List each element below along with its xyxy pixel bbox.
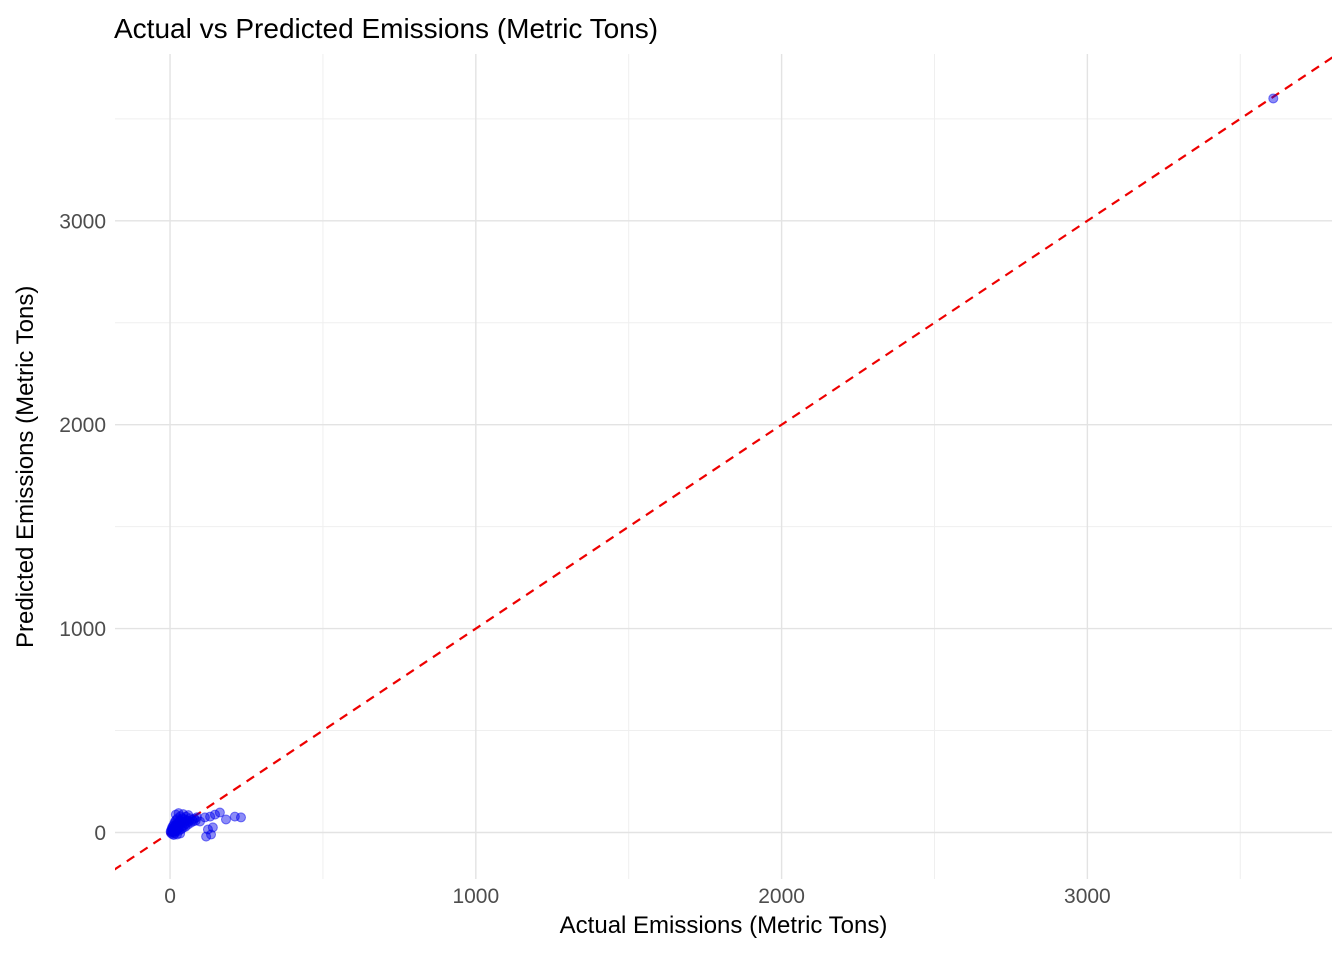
x-tick-label: 0 [164,885,176,908]
plot-title: Actual vs Predicted Emissions (Metric To… [114,13,659,44]
identity-reference-line [115,56,1332,871]
y-tick-label: 1000 [59,618,106,641]
y-axis-title: Predicted Emissions (Metric Tons) [12,285,39,648]
data-points-series [165,93,1279,842]
data-point [201,831,212,842]
y-tick-label: 0 [94,822,106,845]
y-tick-label: 3000 [59,210,106,233]
data-point [214,807,225,818]
data-point [1268,93,1279,104]
x-tick-label: 1000 [452,885,499,908]
data-point [209,809,220,820]
gridlines-major [115,54,1332,879]
x-axis-title: Actual Emissions (Metric Tons) [559,912,888,939]
x-tick-label: 3000 [1064,885,1111,908]
data-point [235,812,246,823]
data-point [206,829,217,840]
data-point [220,814,231,825]
x-tick-label: 2000 [758,885,805,908]
x-axis-tick-labels: 0 1000 2000 3000 [164,885,1111,908]
y-axis-tick-labels: 0 1000 2000 3000 [59,210,106,845]
data-point [205,811,216,822]
gridlines-minor [115,54,1332,879]
y-tick-label: 2000 [59,414,106,437]
